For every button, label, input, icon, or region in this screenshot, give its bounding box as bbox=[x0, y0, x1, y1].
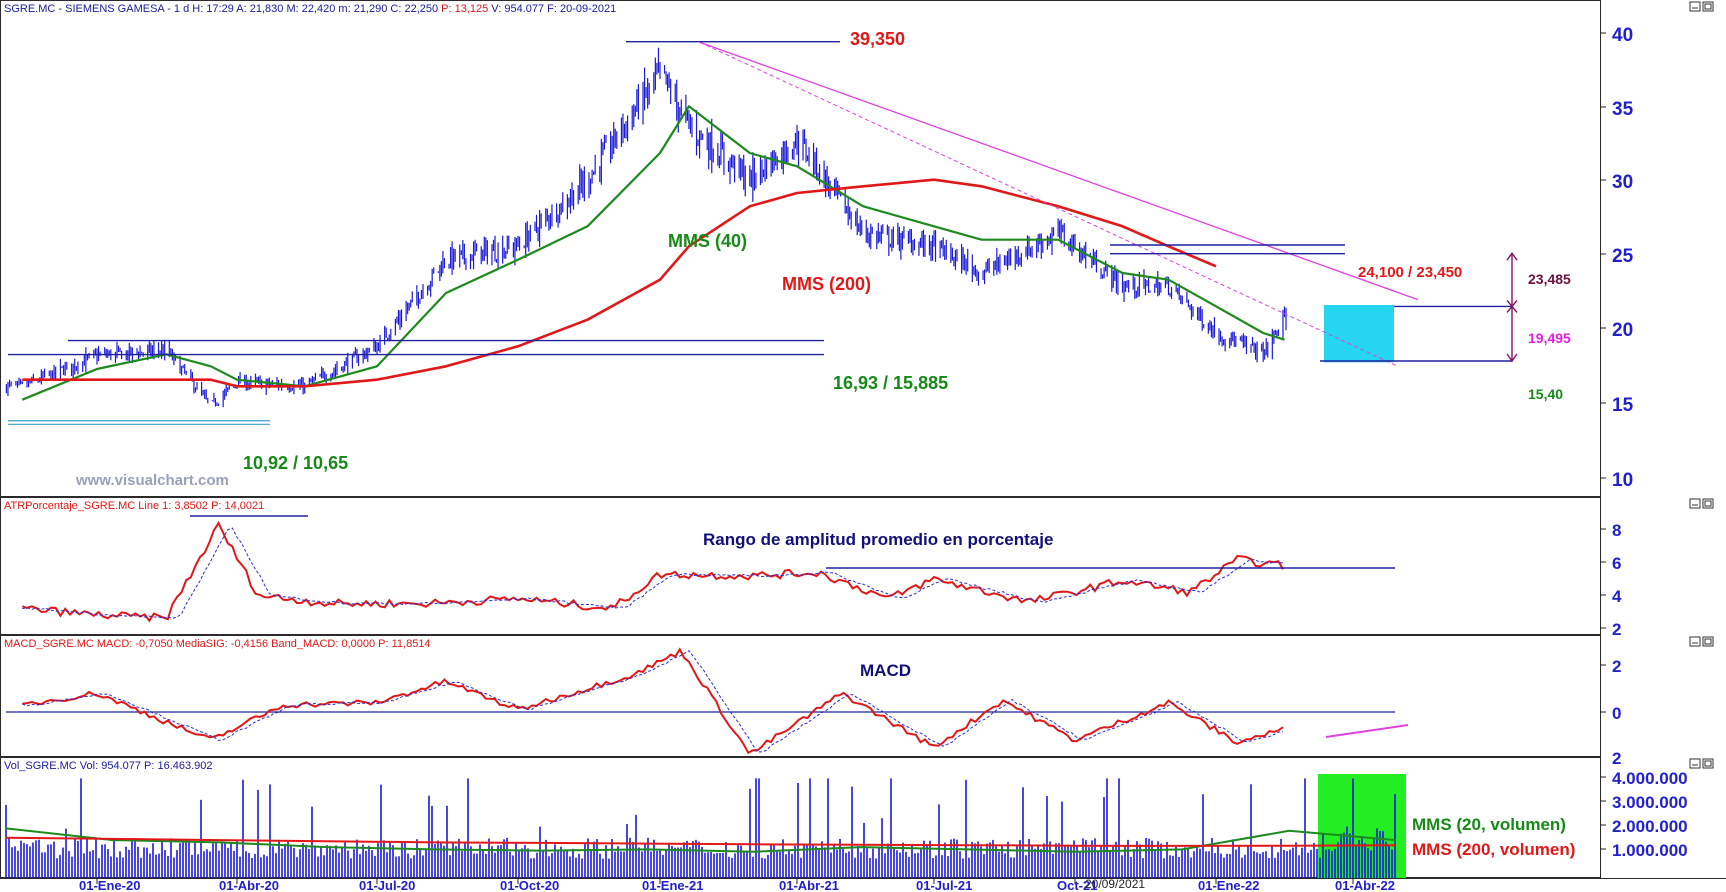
volume-bars bbox=[5, 778, 1396, 878]
mms200-line bbox=[22, 178, 1217, 388]
macd-line bbox=[22, 647, 1284, 755]
volume-ytick-label: 1.000.000 bbox=[1612, 841, 1688, 860]
label-watermark: www.visualchart.com bbox=[75, 472, 229, 489]
price-ytick-label: 20 bbox=[1612, 320, 1633, 341]
x-tick-label: 01-Abr-22 bbox=[1335, 878, 1395, 892]
annotation-labels: 39,350 24,100 / 23,450 16,93 / 15,885 10,92… bbox=[75, 29, 1575, 859]
mms40-line bbox=[21, 105, 1285, 401]
label-support-mid: 16,93 / 15,885 bbox=[833, 373, 948, 393]
atr-signal-line bbox=[22, 527, 1284, 619]
macd-header: MACD_SGRE.MC MACD: -0,7050 MediaSIG: -0,… bbox=[4, 638, 431, 650]
label-mms200: MMS (200) bbox=[782, 274, 871, 294]
price-bars bbox=[5, 47, 1287, 408]
price-ytick-label: 40 bbox=[1612, 25, 1633, 46]
label-volume-mms200: MMS (200, volumen) bbox=[1412, 840, 1575, 859]
atr-panel-controls[interactable] bbox=[1689, 498, 1714, 509]
label-level-top: 23,485 bbox=[1528, 271, 1571, 287]
x-tick-label: 01-Jul-21 bbox=[916, 878, 972, 892]
volume-header: Vol_SGRE.MC Vol: 954.077 P: 16.463.902 bbox=[4, 760, 213, 772]
target-arrow-tail bbox=[1506, 353, 1518, 363]
atr-ytick-label: 8 bbox=[1612, 521, 1621, 540]
cursor-date-label: 20/09/2021 bbox=[1085, 877, 1145, 891]
price-header: SGRE.MC - SIEMENS GAMESA - 1 d H: 17:29 … bbox=[4, 3, 616, 15]
target-arrow-mid bbox=[1506, 299, 1518, 313]
volume-ytick-label: 4.000.000 bbox=[1612, 769, 1688, 788]
label-atr-title: Rango de amplitud promedio en porcentaje bbox=[703, 530, 1053, 549]
label-high: 39,350 bbox=[850, 29, 905, 49]
macd-panel-frame bbox=[0, 635, 1601, 757]
atr-ytick-label: 2 bbox=[1612, 620, 1621, 639]
price-panel-controls[interactable] bbox=[1689, 1, 1714, 12]
macd-panel-controls[interactable] bbox=[1689, 636, 1714, 647]
atr-line bbox=[21, 521, 1284, 623]
trend-line-upper bbox=[699, 41, 1419, 301]
x-tick-label: 01-Abr-21 bbox=[779, 878, 839, 892]
label-level-mid: 19,495 bbox=[1528, 330, 1571, 346]
price-ytick-label: 30 bbox=[1612, 172, 1633, 193]
highlight-zones bbox=[1318, 305, 1406, 878]
label-level-low: 15,40 bbox=[1528, 386, 1563, 402]
label-macd-title: MACD bbox=[860, 661, 911, 680]
volume-mms200-line bbox=[5, 836, 1397, 847]
price-ytick-label: 15 bbox=[1612, 395, 1634, 416]
volume-panel-controls[interactable] bbox=[1689, 758, 1714, 769]
trend-line-lower bbox=[699, 41, 1399, 367]
window-controls bbox=[1689, 1, 1714, 769]
consolidation-zone bbox=[1324, 305, 1394, 363]
indicator-lines bbox=[5, 40, 1518, 853]
macd-ytick-label: 0 bbox=[1612, 704, 1621, 723]
macd-ytick-label-cut: 2 bbox=[1612, 749, 1621, 768]
axis-ticks: 4035302520151086422024.000.0003.000.0002… bbox=[79, 25, 1688, 892]
x-tick-label: 01-Jul-20 bbox=[359, 878, 415, 892]
x-tick-label: 01-Ene-21 bbox=[642, 878, 703, 892]
volume-ytick-label: 3.000.000 bbox=[1612, 793, 1688, 812]
price-ytick-label: 10 bbox=[1612, 470, 1633, 491]
volume-ytick-label: 2.000.000 bbox=[1612, 817, 1688, 836]
macd-ytick-label: 2 bbox=[1612, 657, 1621, 676]
volume-mms20-line bbox=[5, 827, 1397, 853]
target-arrow-head bbox=[1506, 251, 1518, 261]
atr-ytick-label: 6 bbox=[1612, 554, 1621, 573]
label-resistance: 24,100 / 23,450 bbox=[1358, 264, 1462, 281]
x-tick-label: 01-Ene-22 bbox=[1198, 878, 1259, 892]
atr-panel-frame bbox=[0, 497, 1601, 635]
price-ytick-label: 35 bbox=[1612, 99, 1634, 120]
label-mms40: MMS (40) bbox=[668, 231, 747, 251]
atr-ytick-label: 4 bbox=[1612, 587, 1622, 606]
price-panel-frame bbox=[0, 0, 1601, 497]
label-support-low: 10,92 / 10,65 bbox=[243, 453, 348, 473]
x-tick-label: Oct-21 bbox=[1057, 878, 1097, 892]
x-tick-label: 01-Oct-20 bbox=[500, 878, 559, 892]
x-tick-label: 01-Abr-20 bbox=[219, 878, 279, 892]
label-volume-mms20: MMS (20, volumen) bbox=[1412, 815, 1566, 834]
price-ytick-label: 25 bbox=[1612, 246, 1634, 267]
macd-divergence-line bbox=[1325, 724, 1409, 738]
x-tick-label: 01-Ene-20 bbox=[79, 878, 140, 892]
atr-header: ATRPorcentaje_SGRE.MC Line 1: 3,8502 P: … bbox=[4, 500, 264, 512]
